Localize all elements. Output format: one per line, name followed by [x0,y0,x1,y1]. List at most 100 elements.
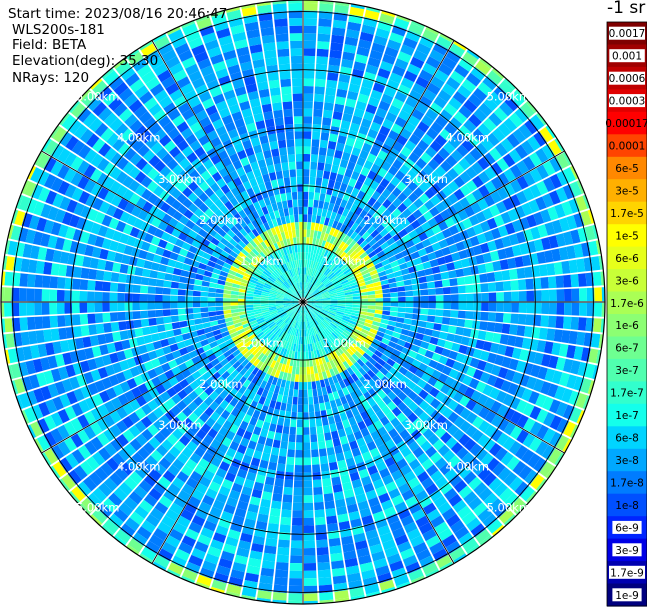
range-bin [78,399,90,414]
range-bin [57,409,70,424]
range-bin [370,163,381,174]
range-bin [330,42,344,52]
range-bin [253,327,261,334]
range-bin [260,302,269,305]
range-bin [92,80,108,96]
range-bin [337,307,345,311]
range-bin [269,333,277,341]
range-bin [314,403,320,412]
range-bin [57,424,70,440]
range-bin [220,409,231,420]
range-bin [392,362,402,371]
range-bin [158,457,172,470]
range-bin [288,154,296,163]
range-bin [457,209,469,221]
range-bin [280,193,287,202]
range-bin [147,168,159,180]
range-bin [94,122,109,137]
range-bin [379,60,394,72]
range-bin [509,476,524,492]
range-bin [318,154,326,164]
range-bin [207,292,216,298]
range-bin [398,482,411,495]
range-bin [372,338,381,346]
range-bin [303,131,312,139]
range-bin [279,248,285,257]
range-bin [152,254,162,264]
range-bin [399,164,410,175]
range-bin [533,352,544,365]
range-bin [274,318,282,324]
range-bin [158,476,171,489]
range-bin [494,447,508,462]
colorbar-tick-label: 1.7e-9 [610,567,644,579]
range-bin [345,565,360,575]
range-bin [577,227,588,243]
range-bin [296,259,300,268]
range-bin [541,289,550,302]
range-bin [394,223,405,233]
range-bin [222,302,231,306]
range-bin [361,514,374,526]
range-bin [303,108,313,117]
range-bin [333,491,345,501]
range-bin [497,404,509,417]
range-bin [276,41,289,50]
range-bin [304,306,307,314]
range-bin [124,476,138,491]
range-bin [296,169,303,177]
range-bin [260,428,269,438]
range-bin [141,188,153,201]
range-bin [126,133,139,147]
range-bin [542,160,556,176]
range-bin [526,302,535,314]
range-bin [473,369,484,381]
range-bin [303,449,311,458]
range-bin [289,570,303,579]
range-bin [319,323,325,331]
range-bin [328,311,336,317]
range-bin [292,396,298,405]
range-bin [379,532,394,544]
range-bin [211,579,227,591]
range-bin [239,100,251,111]
range-bin [154,501,169,515]
range-bin [177,295,186,302]
range-bin [377,327,387,334]
range-bin [304,274,306,283]
range-bin [569,407,582,423]
range-bin [342,387,350,396]
range-bin [96,432,110,447]
range-bin [161,380,173,391]
range-bin [281,93,292,103]
range-bin [182,417,194,429]
range-bin [126,544,140,555]
range-bin [285,131,294,140]
range-bin [418,320,427,328]
range-bin [311,327,316,336]
range-bin [484,166,497,180]
range-bin [216,259,225,267]
range-bin [441,419,453,431]
range-bin [247,90,259,101]
range-bin [273,485,283,495]
range-bin [203,197,214,208]
range-bin [415,242,425,251]
range-bin [155,209,166,220]
range-bin [187,401,198,412]
range-bin [438,264,448,273]
range-bin [281,433,289,442]
range-bin [400,146,412,158]
range-bin [242,454,253,465]
range-bin [337,299,346,302]
range-bin [303,86,314,94]
range-ring-label: 5.00km [76,90,119,104]
range-bin [261,190,269,199]
range-bin [57,148,71,163]
range-bin [255,520,268,531]
range-bin [314,295,322,299]
range-bin [327,140,337,150]
range-bin [191,77,206,89]
range-bin [303,329,305,337]
range-bin [366,591,381,598]
